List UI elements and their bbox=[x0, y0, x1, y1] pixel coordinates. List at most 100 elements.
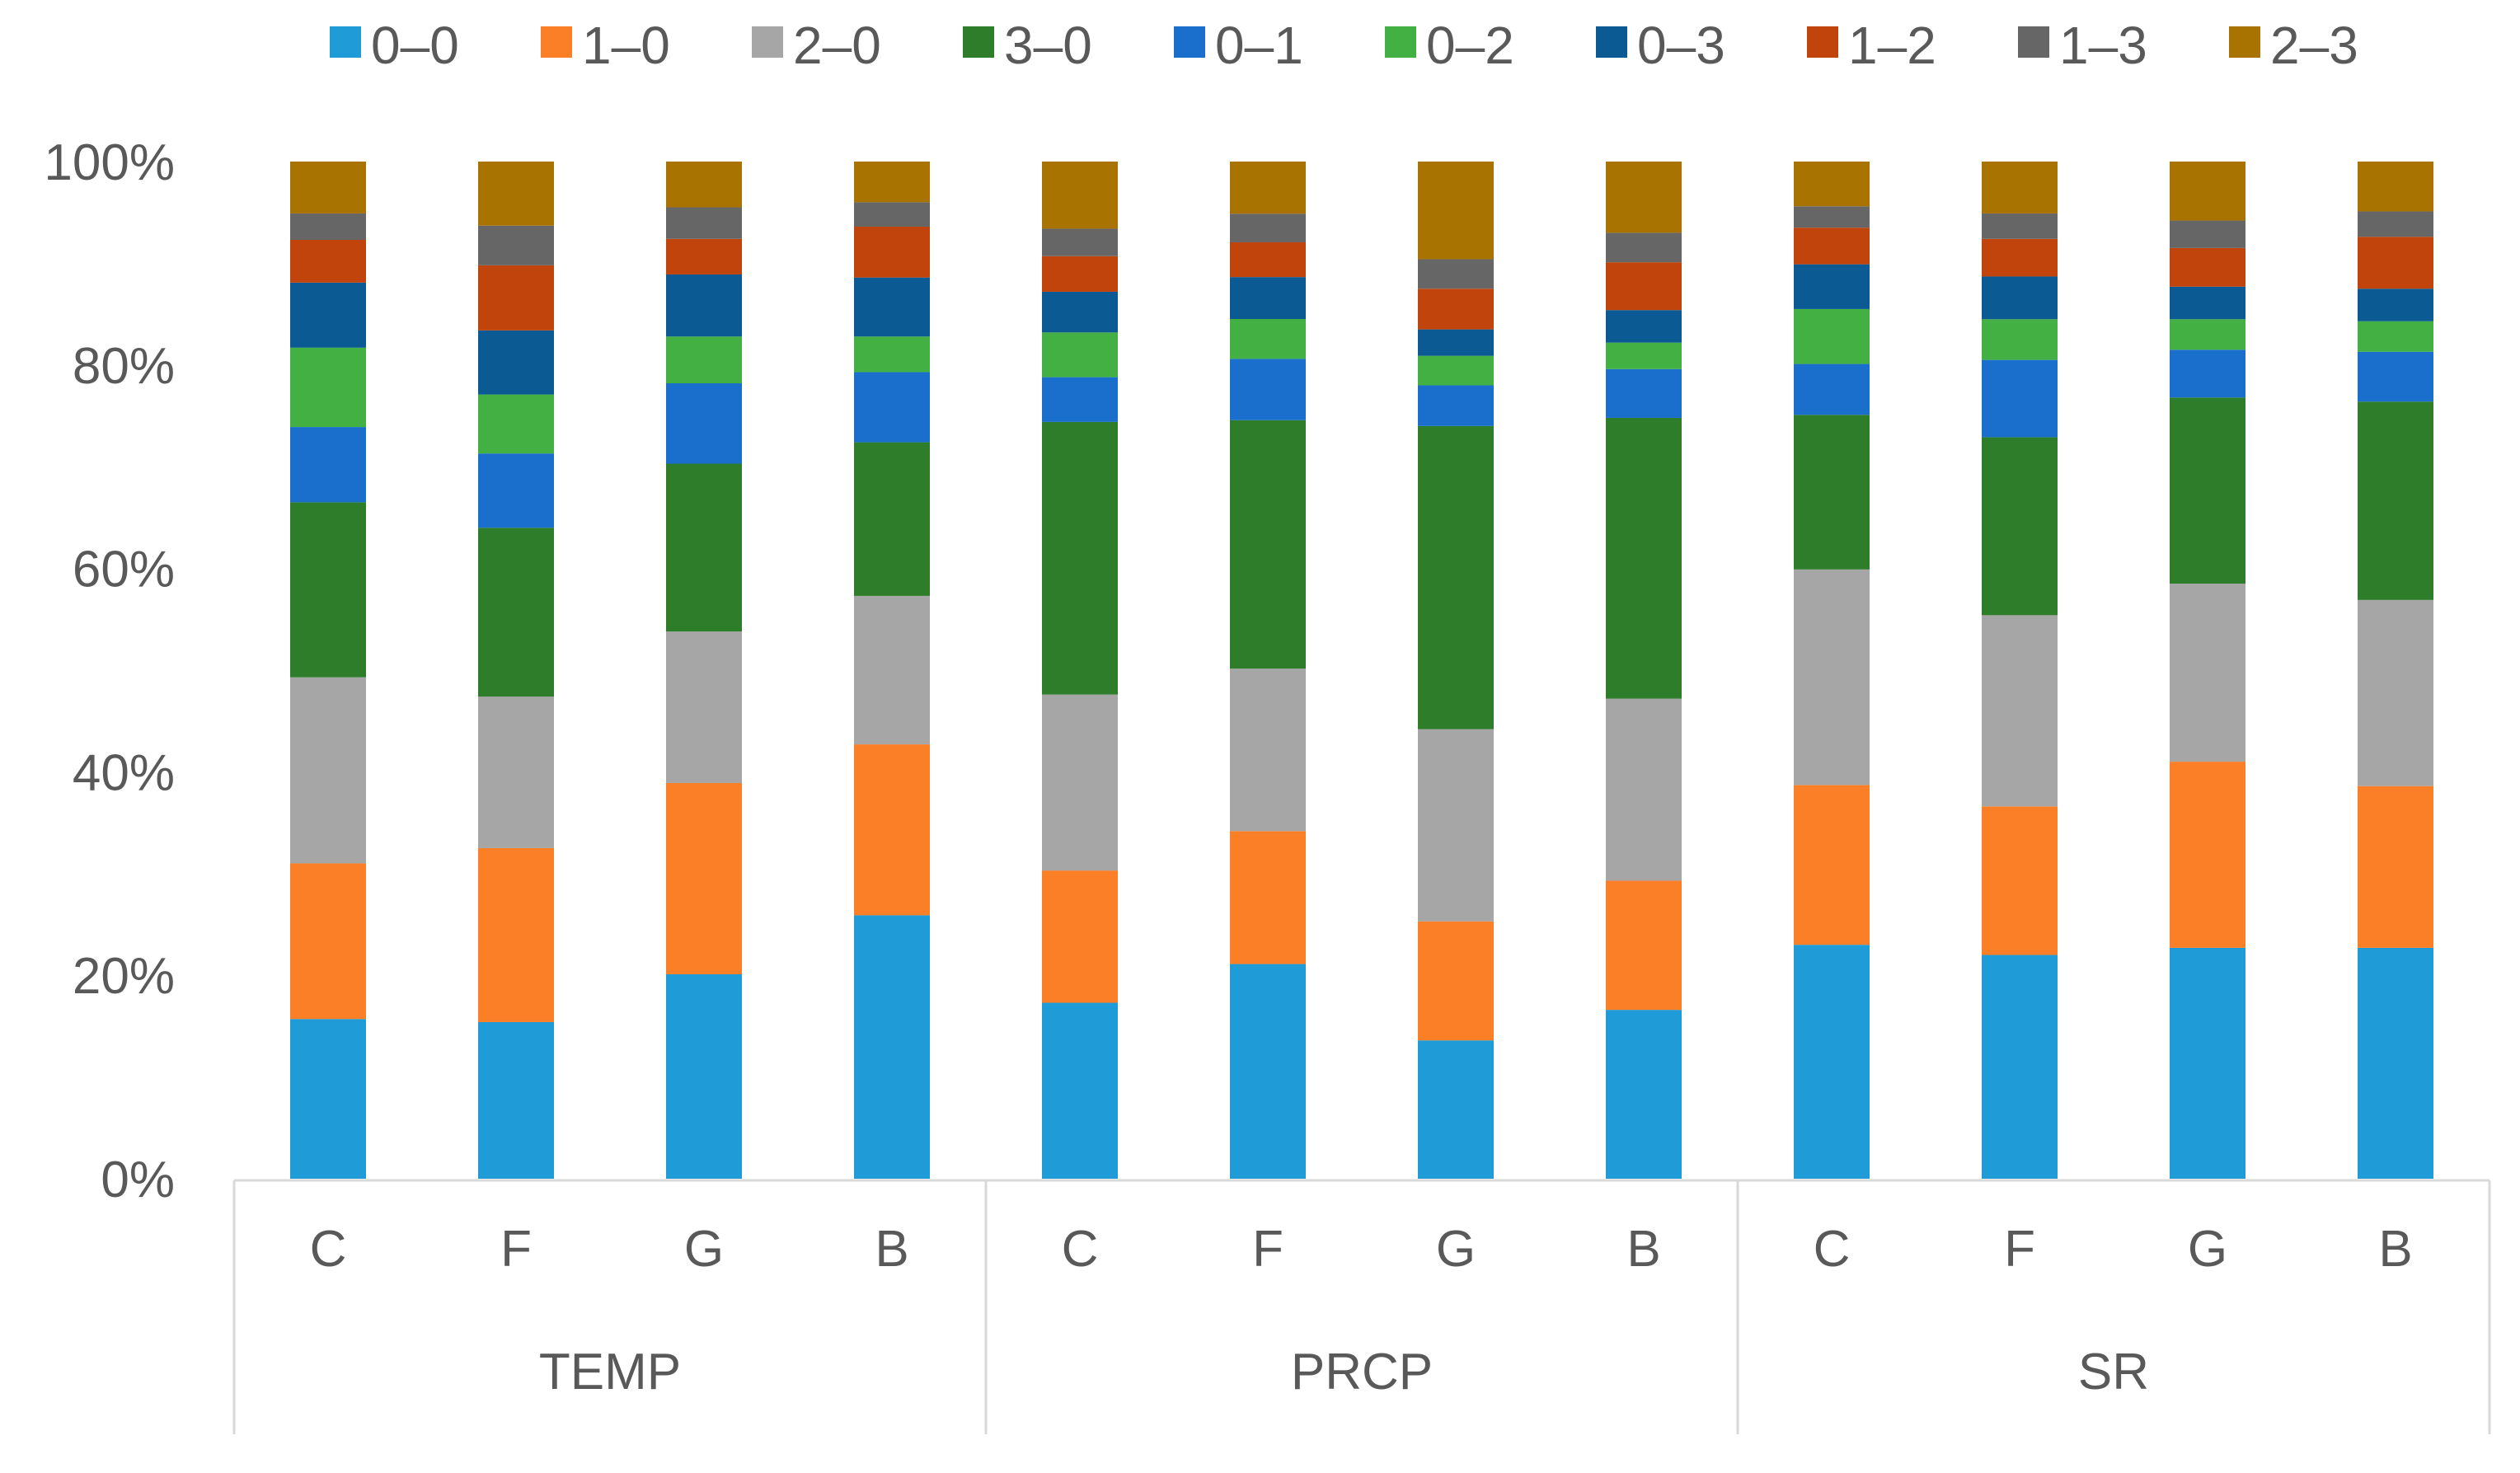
bar-segment bbox=[2358, 321, 2433, 352]
bar-segment bbox=[1606, 698, 1682, 881]
bar-segment bbox=[1230, 359, 1306, 420]
bar-segment bbox=[2170, 162, 2245, 221]
bar-segment bbox=[854, 226, 930, 278]
bar-segment bbox=[478, 453, 554, 528]
bar-segment bbox=[2170, 220, 2245, 248]
legend-swatch bbox=[541, 26, 572, 58]
bar-segment bbox=[1982, 276, 2058, 320]
bar-segment bbox=[290, 502, 366, 678]
bar-segment bbox=[666, 336, 742, 384]
y-tick-label: 60% bbox=[73, 542, 175, 598]
legend: 0–0 1–0 2–0 3–0 0–1 0–2 0–3 1–2 1–3 2–3 bbox=[330, 16, 2358, 75]
x-category-label: G bbox=[1436, 1221, 1476, 1278]
bar-segment bbox=[1794, 308, 1870, 364]
bar-segment bbox=[1418, 729, 1494, 922]
bar-segment bbox=[290, 240, 366, 283]
x-group-label: PRCP bbox=[1291, 1344, 1433, 1400]
bar-segment bbox=[2358, 351, 2433, 402]
bar-segment bbox=[2170, 762, 2245, 948]
bar-segment bbox=[1982, 162, 2058, 213]
x-group-label: SR bbox=[2078, 1344, 2149, 1400]
bar-segment bbox=[666, 162, 742, 208]
bar-segment bbox=[2170, 247, 2245, 287]
legend-label: 1–2 bbox=[1848, 16, 1936, 75]
legend-swatch bbox=[963, 26, 994, 58]
bar-segment bbox=[2170, 584, 2245, 762]
bar-stack bbox=[478, 162, 554, 1179]
bar-stack bbox=[854, 162, 930, 1179]
legend-item: 1–0 bbox=[541, 16, 670, 75]
bar-segment bbox=[478, 265, 554, 331]
bar-segment bbox=[2358, 211, 2433, 237]
x-category-label: B bbox=[875, 1221, 908, 1278]
bar-segment bbox=[1982, 437, 2058, 616]
bar-segment bbox=[2170, 319, 2245, 350]
bar-segment bbox=[1418, 425, 1494, 729]
bar-segment bbox=[1230, 964, 1306, 1179]
bar-segment bbox=[666, 383, 742, 464]
legend-item: 1–2 bbox=[1807, 16, 1936, 75]
bar-segment bbox=[1606, 1010, 1682, 1179]
bar-segment bbox=[1418, 1040, 1494, 1179]
bar-segment bbox=[2358, 786, 2433, 948]
bar-segment bbox=[1042, 377, 1118, 422]
bar-segment bbox=[2358, 162, 2433, 212]
bar-segment bbox=[1042, 421, 1118, 695]
bar-segment bbox=[290, 863, 366, 1020]
x-category-label: G bbox=[684, 1221, 724, 1278]
bar-segment bbox=[1418, 921, 1494, 1041]
x-category-label: F bbox=[500, 1221, 532, 1278]
bar-segment bbox=[854, 372, 930, 443]
bar-segment bbox=[666, 631, 742, 783]
bar-segment bbox=[1982, 319, 2058, 360]
bar-stack bbox=[1794, 162, 1870, 1179]
bar-segment bbox=[478, 394, 554, 454]
bar-segment bbox=[1042, 291, 1118, 333]
bar-segment bbox=[1982, 806, 2058, 955]
legend-swatch bbox=[330, 26, 361, 58]
bar-segment bbox=[1042, 694, 1118, 871]
bar-stack bbox=[666, 162, 742, 1179]
legend-swatch bbox=[1596, 26, 1627, 58]
y-tick-label: 0% bbox=[101, 1152, 175, 1208]
bar-segment bbox=[1230, 242, 1306, 278]
x-group-label: TEMP bbox=[539, 1344, 681, 1400]
bar-segment bbox=[1418, 259, 1494, 289]
bar-segment bbox=[1794, 228, 1870, 265]
legend-label: 1–3 bbox=[2059, 16, 2147, 75]
bar-segment bbox=[478, 225, 554, 265]
bar-segment bbox=[478, 847, 554, 1022]
bar-segment bbox=[1230, 420, 1306, 669]
bar-segment bbox=[1418, 385, 1494, 426]
bar-segment bbox=[854, 202, 930, 227]
bar-segment bbox=[290, 1019, 366, 1179]
legend-label: 0–0 bbox=[371, 16, 459, 75]
legend-swatch bbox=[752, 26, 783, 58]
bar-segment bbox=[666, 973, 742, 1179]
x-category-label: B bbox=[2378, 1221, 2412, 1278]
bar-segment bbox=[1982, 359, 2058, 438]
x-category-label: C bbox=[310, 1221, 347, 1278]
bar-segment bbox=[2170, 349, 2245, 398]
bar-segment bbox=[1042, 870, 1118, 1003]
y-tick-label: 40% bbox=[73, 744, 175, 801]
bar-segment bbox=[2170, 397, 2245, 584]
legend-item: 0–3 bbox=[1596, 16, 1725, 75]
bar-segment bbox=[1982, 213, 2058, 239]
bar-segment bbox=[1794, 945, 1870, 1179]
legend-label: 2–3 bbox=[2270, 16, 2358, 75]
bar-segment bbox=[1982, 615, 2058, 807]
legend-label: 2–0 bbox=[793, 16, 881, 75]
bar-segment bbox=[1606, 417, 1682, 699]
x-axis: C F G B TEMP C F G B PRCP C F G B SR bbox=[232, 1179, 2491, 1434]
bar-segment bbox=[1418, 355, 1494, 386]
bar-segment bbox=[290, 677, 366, 864]
legend-label: 0–1 bbox=[1215, 16, 1303, 75]
bar-segment bbox=[1230, 318, 1306, 359]
x-category-label: F bbox=[1252, 1221, 1283, 1278]
x-category-label: F bbox=[2004, 1221, 2035, 1278]
bar-segment bbox=[1230, 277, 1306, 319]
bar-segment bbox=[2358, 599, 2433, 786]
legend-label: 0–2 bbox=[1426, 16, 1514, 75]
